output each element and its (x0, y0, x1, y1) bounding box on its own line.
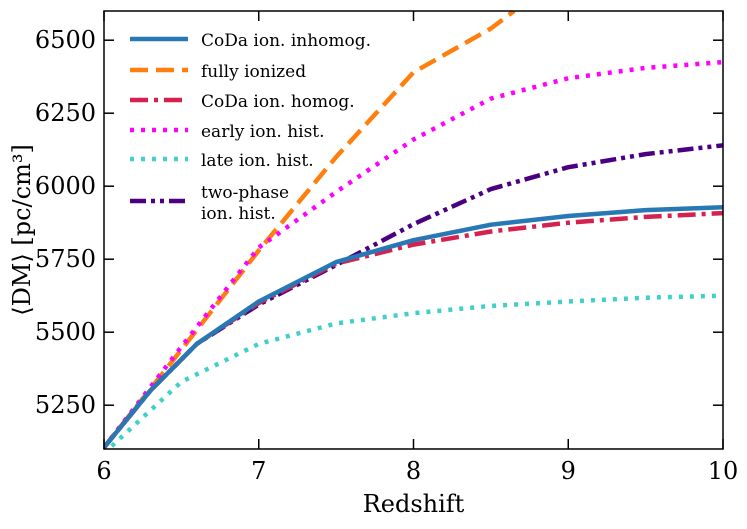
series-line-3 (104, 59, 723, 449)
series-line-5 (104, 143, 723, 449)
legend-label: fully ionized (201, 62, 306, 82)
x-axis-label: Redshift (363, 490, 465, 518)
legend: CoDa ion. inhomog. fully ionized CoDa ion.… (130, 31, 371, 224)
x-tick-label: 6 (96, 457, 111, 485)
series-lines (104, 11, 723, 449)
x-tick-label: 9 (561, 457, 576, 485)
legend-label: CoDa ion. homog. (201, 92, 355, 112)
y-tick-label: 6000 (35, 172, 96, 200)
legend-label: ion. hist. (201, 204, 276, 224)
legend-label: late ion. hist. (201, 151, 314, 171)
series-line-4 (110, 293, 723, 448)
y-tick-label: 6500 (35, 26, 96, 54)
axis-ticks: 6 7 8 9 10 5250 5500 5750 6000 6250 6500 (35, 11, 738, 485)
x-tick-label: 10 (708, 457, 739, 485)
y-tick-label: 5250 (35, 391, 96, 419)
x-tick-label: 7 (251, 457, 266, 485)
legend-label: early ion. hist. (201, 122, 325, 142)
y-tick-label: 5500 (35, 318, 96, 346)
series-line-0 (104, 204, 723, 449)
x-tick-label: 8 (406, 457, 421, 485)
legend-label: two-phase (201, 183, 289, 203)
series-line-1 (104, 11, 516, 449)
y-tick-label: 6250 (35, 99, 96, 127)
y-axis-label: ⟨DM⟩ [pc/cm³] (8, 144, 36, 316)
legend-label: CoDa ion. inhomog. (201, 31, 371, 51)
y-tick-label: 5750 (35, 245, 96, 273)
